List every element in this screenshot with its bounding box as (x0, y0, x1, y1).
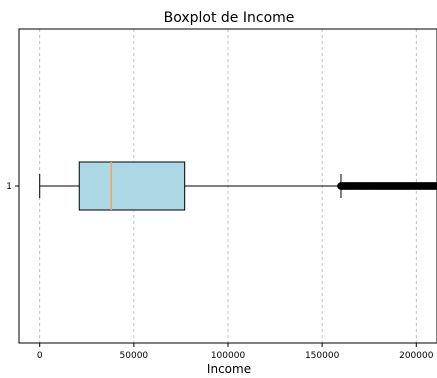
x-tick-label: 0 (37, 351, 43, 361)
x-axis-label: Income (207, 362, 251, 374)
x-tick-label: 100000 (211, 351, 246, 361)
axis-ticks: 0 50000 100000 150000 200000 1 (6, 182, 433, 361)
outlier-point (431, 182, 437, 190)
interquartile-box (78, 161, 186, 211)
x-tick-label: 200000 (399, 351, 434, 361)
outliers (337, 182, 437, 190)
chart-title: Boxplot de Income (164, 10, 295, 26)
box-layer (39, 161, 342, 211)
x-tick-label: 50000 (120, 351, 149, 361)
x-tick-label: 150000 (305, 351, 340, 361)
y-tick-label: 1 (6, 182, 12, 192)
